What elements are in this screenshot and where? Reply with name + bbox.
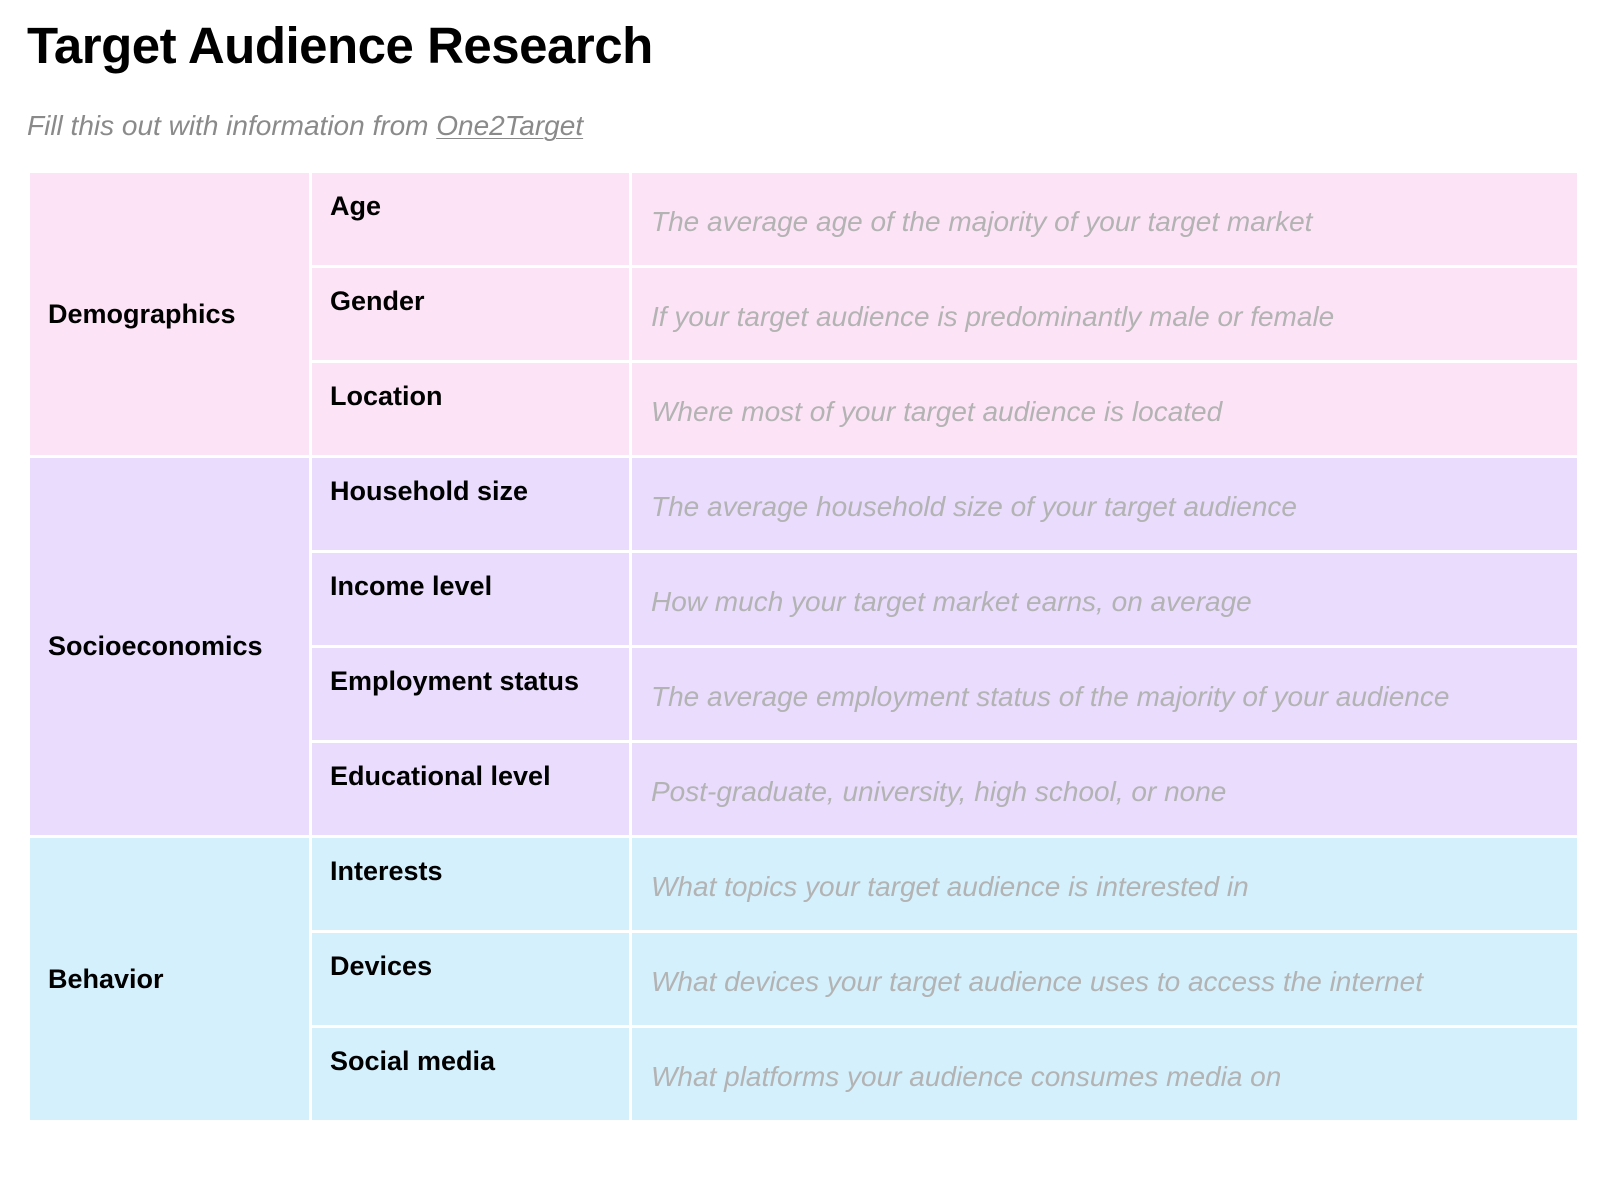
field-age-label: Age <box>309 170 632 268</box>
subtitle-text: Fill this out with information from <box>27 110 437 141</box>
field-social-media-input[interactable]: What platforms your audience consumes me… <box>629 1025 1580 1123</box>
field-gender-label: Gender <box>309 265 632 363</box>
demographics-group: Demographics Age The average age of the … <box>27 170 1580 458</box>
field-educational-level-label: Educational level <box>309 740 632 838</box>
category-socioeconomics: Socioeconomics <box>27 455 312 838</box>
field-income-level-label: Income level <box>309 550 632 648</box>
field-location-input[interactable]: Where most of your target audience is lo… <box>629 360 1580 458</box>
field-devices-label: Devices <box>309 930 632 1028</box>
field-household-size-label: Household size <box>309 455 632 553</box>
field-interests-label: Interests <box>309 835 632 933</box>
table-row: Demographics Age The average age of the … <box>27 170 1580 458</box>
table-row: Devices What devices your target audienc… <box>29 930 1580 1028</box>
behavior-group: Behavior Interests What topics your targ… <box>27 835 1580 1123</box>
table-row: Social media What platforms your audienc… <box>29 1025 1580 1123</box>
field-interests-input[interactable]: What topics your target audience is inte… <box>629 835 1580 933</box>
field-gender-input[interactable]: If your target audience is predominantly… <box>629 265 1580 363</box>
table-row: Income level How much your target market… <box>29 550 1580 648</box>
field-employment-status-label: Employment status <box>309 645 632 743</box>
field-location-label: Location <box>309 360 632 458</box>
category-demographics: Demographics <box>27 170 312 458</box>
table-row: Behavior Interests What topics your targ… <box>27 835 1580 1123</box>
one2target-link[interactable]: One2Target <box>436 110 584 141</box>
field-devices-input[interactable]: What devices your target audience uses t… <box>629 930 1580 1028</box>
field-educational-level-input[interactable]: Post-graduate, university, high school, … <box>629 740 1580 838</box>
table-row: Gender If your target audience is predom… <box>29 265 1580 363</box>
table-row: Educational level Post-graduate, univers… <box>29 740 1580 838</box>
table-row: Socioeconomics Household size The averag… <box>27 455 1580 838</box>
page-title: Target Audience Research <box>27 17 653 74</box>
subtitle: Fill this out with information from One2… <box>27 108 583 144</box>
field-income-level-input[interactable]: How much your target market earns, on av… <box>629 550 1580 648</box>
field-age-input[interactable]: The average age of the majority of your … <box>629 170 1580 268</box>
table-row: Employment status The average employment… <box>29 645 1580 743</box>
socioeconomics-group: Socioeconomics Household size The averag… <box>27 455 1580 838</box>
field-social-media-label: Social media <box>309 1025 632 1123</box>
table-row: Location Where most of your target audie… <box>29 360 1580 458</box>
category-behavior: Behavior <box>27 835 312 1123</box>
audience-research-table: Demographics Age The average age of the … <box>27 170 1580 1123</box>
field-employment-status-input[interactable]: The average employment status of the maj… <box>629 645 1580 743</box>
field-household-size-input[interactable]: The average household size of your targe… <box>629 455 1580 553</box>
